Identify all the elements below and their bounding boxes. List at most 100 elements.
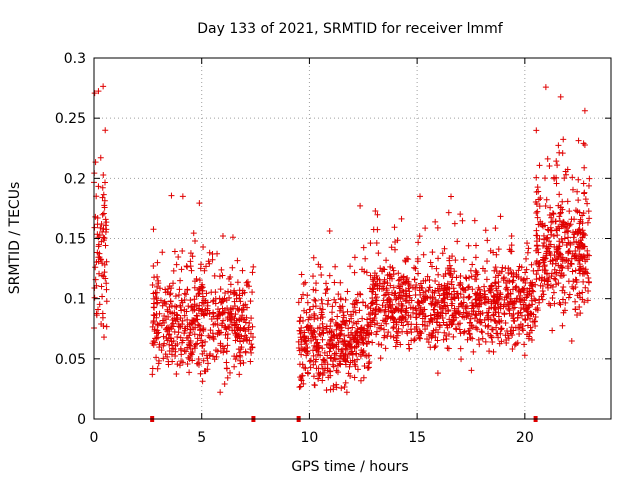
data-point — [411, 336, 418, 343]
data-point — [385, 329, 392, 336]
data-point — [332, 319, 339, 326]
data-point — [546, 250, 553, 257]
data-point — [434, 299, 441, 306]
data-point — [582, 196, 589, 203]
data-point — [149, 371, 156, 378]
data-point — [397, 295, 404, 302]
data-point — [405, 278, 412, 285]
data-point — [157, 297, 164, 304]
data-point — [383, 257, 390, 264]
data-point — [524, 305, 531, 312]
data-point — [553, 158, 560, 165]
data-point — [382, 304, 389, 311]
data-point — [151, 274, 158, 281]
data-point — [549, 295, 556, 302]
data-point — [331, 279, 338, 286]
data-point — [215, 311, 222, 318]
data-point — [453, 290, 460, 297]
data-point — [301, 364, 308, 371]
data-point — [419, 315, 426, 322]
data-point — [564, 228, 571, 235]
data-point — [324, 352, 331, 359]
data-point — [546, 248, 553, 255]
data-point — [237, 315, 244, 322]
data-point — [227, 313, 234, 320]
data-point — [299, 361, 306, 368]
data-point — [309, 333, 316, 340]
data-point — [154, 299, 161, 306]
data-point — [377, 355, 384, 362]
data-point — [157, 285, 164, 292]
data-point — [568, 261, 575, 268]
data-point — [539, 242, 546, 249]
data-point — [347, 359, 354, 366]
data-point — [523, 255, 530, 262]
data-point — [240, 316, 247, 323]
data-point — [435, 281, 442, 288]
data-point — [203, 290, 210, 297]
data-point — [200, 243, 207, 250]
data-point — [168, 192, 175, 199]
data-point — [553, 226, 560, 233]
data-point — [449, 321, 456, 328]
data-point — [312, 336, 319, 343]
data-point — [308, 324, 315, 331]
data-point — [458, 356, 465, 363]
data-point — [508, 242, 515, 249]
data-point — [504, 299, 511, 306]
data-point — [562, 299, 569, 306]
data-point — [205, 332, 212, 339]
data-point — [333, 326, 340, 333]
data-point — [528, 337, 535, 344]
data-point — [99, 211, 106, 218]
data-point — [181, 290, 188, 297]
data-point — [369, 295, 376, 302]
data-point — [187, 326, 194, 333]
data-point — [372, 291, 379, 298]
data-point — [508, 248, 515, 255]
y-tick-label: 0.15 — [55, 232, 86, 248]
data-point — [158, 347, 165, 354]
data-point — [307, 364, 314, 371]
data-point — [367, 272, 374, 279]
data-point — [323, 387, 330, 394]
data-point — [391, 246, 398, 253]
data-point — [201, 297, 208, 304]
data-point — [547, 258, 554, 265]
data-point — [179, 247, 186, 254]
data-point — [492, 225, 499, 232]
data-point — [463, 302, 470, 309]
data-point — [246, 337, 253, 344]
data-point — [466, 310, 473, 317]
data-point — [475, 308, 482, 315]
data-point — [392, 305, 399, 312]
data-point — [363, 269, 370, 276]
data-point — [159, 317, 166, 324]
data-point — [550, 210, 557, 217]
data-point — [378, 322, 385, 329]
data-point — [313, 365, 320, 372]
data-point — [100, 191, 107, 198]
data-point — [164, 308, 171, 315]
data-point — [217, 389, 224, 396]
data-point — [332, 356, 339, 363]
data-point — [188, 304, 195, 311]
data-point — [300, 281, 307, 288]
data-point — [413, 323, 420, 330]
data-point — [532, 281, 539, 288]
data-point — [507, 290, 514, 297]
data-point — [359, 339, 366, 346]
data-point — [209, 256, 216, 263]
data-point — [306, 306, 313, 313]
data-point — [176, 286, 183, 293]
data-point — [504, 293, 511, 300]
data-point — [576, 226, 583, 233]
data-point — [100, 323, 107, 330]
data-point — [555, 262, 562, 269]
data-point — [485, 309, 492, 316]
data-point — [580, 140, 587, 147]
data-point — [520, 327, 527, 334]
data-point — [412, 305, 419, 312]
data-point — [510, 327, 517, 334]
data-point — [527, 324, 534, 331]
